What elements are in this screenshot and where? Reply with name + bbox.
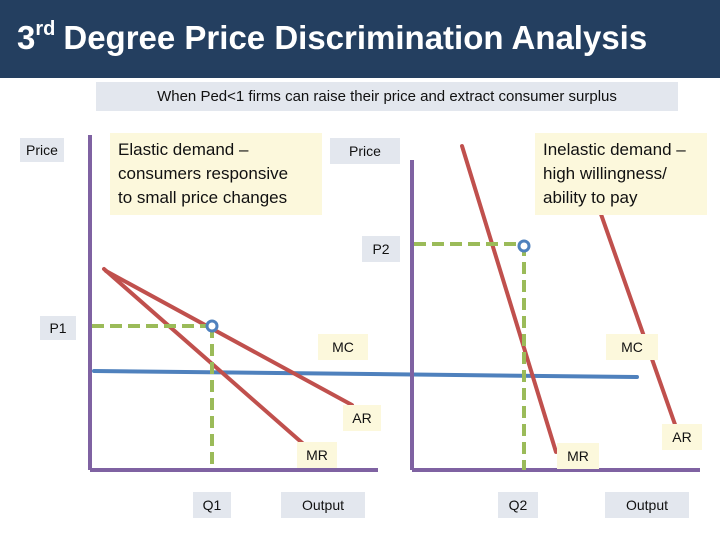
right-mr-curve — [460, 144, 558, 454]
subtitle-box: When Ped<1 firms can raise their price a… — [96, 82, 678, 111]
q2-label: Q2 — [498, 492, 538, 518]
elastic-demand-note: Elastic demand – consumers responsive to… — [110, 133, 322, 215]
right-price-axis-label: Price — [330, 138, 400, 164]
p1-label: P1 — [40, 316, 76, 340]
left-output-axis-label: Output — [281, 492, 365, 518]
title-superscript: rd — [35, 18, 56, 40]
mc-curve — [92, 369, 639, 379]
left-mr-label: MR — [297, 442, 337, 468]
left-ar-label: AR — [343, 405, 381, 431]
page-title: 3rd Degree Price Discrimination Analysis — [17, 18, 647, 57]
right-output-axis-label: Output — [605, 492, 689, 518]
title-bar: 3rd Degree Price Discrimination Analysis — [0, 0, 720, 78]
inelastic-demand-note: Inelastic demand – high willingness/ abi… — [535, 133, 707, 215]
left-equilibrium-point — [205, 319, 219, 333]
p2-label: P2 — [362, 236, 400, 262]
title-text: Degree Price Discrimination Analysis — [63, 19, 648, 56]
left-price-axis-label: Price — [20, 138, 64, 162]
q1-label: Q1 — [193, 492, 231, 518]
right-ar-label: AR — [662, 424, 702, 450]
title-number: 3 — [17, 19, 36, 56]
left-mr-curve — [102, 267, 310, 450]
right-equilibrium-point — [517, 239, 531, 253]
left-mc-label: MC — [318, 334, 368, 360]
right-mc-label: MC — [606, 334, 658, 360]
right-mr-label: MR — [557, 443, 599, 469]
left-ar-curve — [104, 269, 354, 407]
